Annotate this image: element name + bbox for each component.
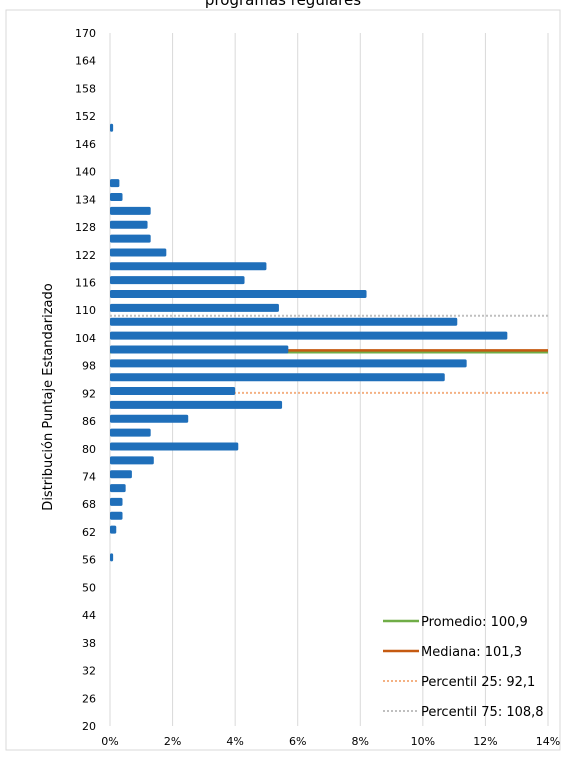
x-tick-label: 10%	[411, 735, 435, 748]
x-tick-label: 8%	[352, 735, 369, 748]
x-tick-label: 4%	[226, 735, 243, 748]
reference-lines	[110, 314, 548, 394]
y-tick-label: 92	[82, 387, 96, 400]
bar	[110, 317, 458, 326]
y-tick-label: 146	[75, 138, 96, 151]
bar	[110, 193, 123, 202]
y-tick-label: 38	[82, 637, 96, 650]
y-tick-label: 50	[82, 581, 96, 594]
bar	[110, 345, 289, 354]
bar	[110, 331, 508, 340]
y-tick-label: 68	[82, 498, 96, 511]
bar	[110, 511, 123, 520]
chart-border	[5, 9, 561, 751]
bar	[110, 359, 467, 368]
y-tick-label: 110	[75, 304, 96, 317]
y-tick-label: 86	[82, 415, 96, 428]
y-tick-label: 80	[82, 443, 96, 456]
y-tick-labels: 170 164 158 152 146 140 134 128 122 116 110 104 98 92…	[75, 27, 96, 733]
x-tick-label: 14%	[536, 735, 560, 748]
y-tick-label: 56	[82, 554, 96, 567]
y-tick-label: 98	[82, 360, 96, 373]
y-tick-label: 122	[75, 249, 96, 262]
legend-label: Promedio: 100,9	[421, 615, 528, 630]
y-tick-label: 128	[75, 221, 96, 234]
bar	[110, 497, 123, 506]
bar	[110, 387, 236, 396]
y-tick-label: 116	[75, 276, 96, 289]
y-tick-label: 158	[75, 82, 96, 95]
bar	[110, 414, 189, 423]
y-tick-label: 26	[82, 692, 96, 705]
bar	[110, 470, 132, 479]
legend-label: Percentil 25: 92,1	[421, 675, 535, 690]
bar	[110, 442, 239, 451]
legend-label: Mediana: 101,3	[421, 645, 522, 660]
y-tick-label: 164	[75, 55, 96, 68]
y-tick-label: 140	[75, 166, 96, 179]
bar	[110, 428, 151, 437]
y-axis-label: Distribución Puntaje Estandarizado	[41, 283, 56, 510]
gridlines	[109, 33, 549, 726]
y-tick-label: 152	[75, 110, 96, 123]
bar	[110, 234, 151, 243]
bar	[110, 290, 367, 299]
bar	[110, 553, 114, 562]
y-tick-label: 62	[82, 526, 96, 539]
legend: Promedio: 100,9 Mediana: 101,3 Percentil 2…	[383, 615, 544, 720]
x-tick-label: 6%	[289, 735, 306, 748]
x-tick-label: 12%	[473, 735, 497, 748]
bar	[110, 206, 151, 215]
bar	[110, 373, 445, 382]
y-tick-label: 74	[82, 471, 96, 484]
y-tick-label: 170	[75, 27, 96, 40]
bar	[110, 262, 267, 271]
y-tick-label: 20	[82, 720, 96, 733]
bar	[110, 248, 167, 257]
bar	[110, 220, 148, 229]
y-tick-label: 32	[82, 665, 96, 678]
bars	[110, 123, 508, 562]
bar	[110, 123, 114, 132]
bar	[110, 484, 126, 493]
x-tick-label: 0%	[101, 735, 118, 748]
y-tick-label: 44	[82, 609, 96, 622]
chart-title: programas regulares	[205, 0, 361, 9]
bar	[110, 276, 245, 285]
bar	[110, 303, 279, 312]
legend-label: Percentil 75: 108,8	[421, 705, 544, 720]
bar	[110, 525, 117, 534]
bar	[110, 400, 283, 409]
x-tick-labels: 0% 2% 4% 6% 8% 10% 12% 14%	[101, 735, 560, 748]
y-tick-label: 104	[75, 332, 96, 345]
y-tick-label: 134	[75, 193, 96, 206]
x-tick-label: 2%	[164, 735, 181, 748]
bar	[110, 456, 154, 465]
bar	[110, 179, 120, 188]
